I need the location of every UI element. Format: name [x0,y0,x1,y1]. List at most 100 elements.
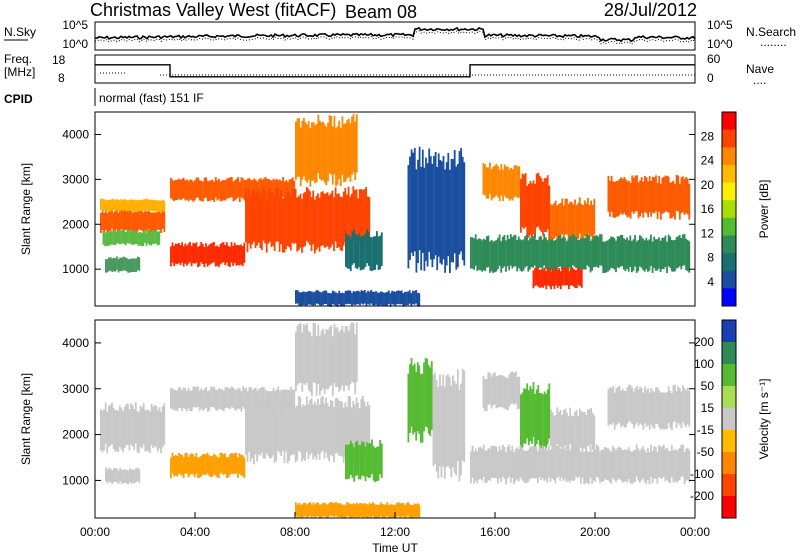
velocity-mark [261,387,264,408]
power-mark [136,211,139,233]
power-mark [171,179,174,200]
velocity-mark [192,386,195,408]
velocity-mark [358,444,360,480]
power-mark [503,164,506,196]
power-mark [505,240,507,272]
power-mark [353,229,355,264]
power-mark [136,256,139,271]
noise-left-tick-bottom: 10^0 [62,37,88,51]
power-colorbar-segment [722,235,736,254]
power-mark [524,236,526,268]
power-mark [576,239,579,272]
power-mark [242,178,244,199]
power-mark [629,235,632,267]
velocity-ytick-label: 3000 [62,382,89,396]
velocity-mark [554,415,557,452]
power-mark [286,191,289,246]
power-mark [647,240,649,272]
power-mark [521,240,523,272]
power-mark [266,178,268,199]
power-mark [111,258,114,272]
velocity-mark [323,334,326,394]
velocity-mark [479,446,482,479]
velocity-mark [376,504,379,519]
velocity-mark [303,502,305,517]
velocity-mark [311,504,313,519]
power-mark [664,235,667,267]
velocity-mark [237,387,240,409]
velocity-mark [287,389,289,411]
velocity-mark [327,329,329,390]
power-mark [267,179,270,200]
power-mark [445,162,448,266]
velocity-mark [139,405,142,448]
velocity-mark [391,504,393,519]
velocity-mark [666,392,668,429]
power-mark [113,231,116,246]
power-mark [561,198,564,235]
velocity-mark [208,390,211,411]
velocity-mark [133,469,136,484]
velocity-mark [511,371,514,404]
power-mark [593,198,596,235]
velocity-mark [532,382,535,437]
velocity-mark [371,439,373,474]
velocity-mark [507,378,509,411]
power-mark [580,269,583,288]
velocity-mark [291,399,294,455]
power-mark [685,177,687,213]
velocity-mark [538,445,541,478]
power-colorbar-segment [722,270,736,289]
power-mark [640,236,643,268]
velocity-mark [413,503,416,518]
power-mark [365,292,368,306]
velocity-mark [336,397,339,453]
velocity-mark [209,456,212,477]
velocity-mark [440,385,443,478]
power-mark [111,208,113,229]
power-mark [301,198,303,253]
power-mark [572,233,574,266]
velocity-mark [194,386,196,408]
velocity-mark [647,448,649,481]
velocity-mark [415,504,417,518]
power-mark [605,241,608,273]
power-mark [278,197,281,252]
velocity-mark [453,381,456,473]
velocity-mark [210,386,212,407]
velocity-mark [521,447,523,480]
power-mark [354,189,356,244]
velocity-mark [122,410,124,453]
power-mark [642,238,644,271]
power-mark [229,177,232,198]
power-mark [115,199,118,211]
power-mark [647,181,649,218]
power-mark [155,212,158,233]
power-mark [545,271,548,290]
power-mark [654,239,657,271]
power-mark [325,193,327,248]
velocity-mark [408,504,411,518]
power-mark [363,290,366,304]
velocity-mark [546,450,549,483]
power-mark [331,126,334,185]
power-mark [609,180,611,217]
velocity-mark [361,441,364,476]
velocity-mark [529,446,531,479]
velocity-mark [365,504,368,518]
power-mark [274,179,276,201]
power-mark [315,196,318,250]
velocity-colorbar-tick: -100 [690,467,714,481]
power-colorbar-label: Power [dB] [757,180,771,239]
velocity-mark [322,502,324,517]
power-mark [612,181,615,218]
velocity-mark [559,448,562,481]
velocity-mark [537,385,540,441]
velocity-mark [171,452,174,474]
velocity-mark [261,397,263,453]
power-mark [588,235,590,267]
velocity-mark [639,386,641,424]
power-mark [114,210,117,231]
power-mark [543,234,546,266]
